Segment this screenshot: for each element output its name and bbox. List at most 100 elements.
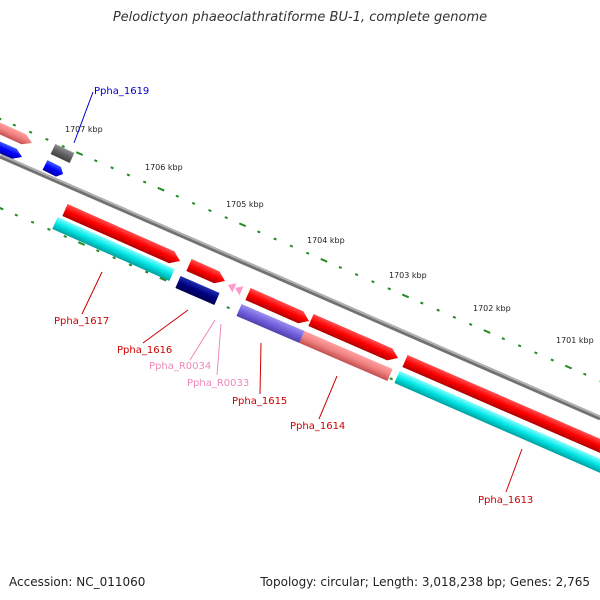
ppha-1613-cyan-block[interactable]	[394, 371, 600, 474]
outer-tick	[28, 130, 33, 134]
ppha-1613-red-arrow[interactable]	[402, 355, 600, 454]
outer-tick	[517, 344, 522, 348]
inner-tick	[112, 256, 116, 260]
map-title: Pelodictyon phaeoclathratiforme BU-1, co…	[112, 10, 488, 25]
inner-tick	[47, 227, 51, 231]
inner-tick	[389, 377, 393, 381]
label-leader-lines	[73, 91, 523, 493]
ppha-r0034-rna-arrow[interactable]	[226, 280, 237, 293]
inner-tick	[0, 205, 4, 211]
ppha-1619-gray-block-shape	[50, 144, 75, 163]
leader-ppha-1615	[259, 342, 262, 395]
outer-tick	[320, 258, 328, 263]
outer-tick	[371, 280, 375, 284]
ppha-1615-red-arrow-shape	[245, 288, 309, 324]
outer-tick	[110, 166, 114, 170]
ppha-1616-red-arrow[interactable]	[186, 259, 227, 287]
outer-tick	[273, 237, 277, 241]
topology-text: Topology: circular; Length: 3,018,238 bp…	[260, 575, 590, 589]
inner-tick	[77, 241, 86, 246]
scale-labels: 1707 kbp 1706 kbp 1705 kbp 1704 kbp 1703…	[65, 125, 594, 345]
ppha-1614-salmon-block[interactable]	[299, 331, 393, 381]
inner-tick	[128, 263, 133, 267]
scale-ticks	[0, 115, 600, 466]
scale-label-1706: 1706 kbp	[145, 163, 183, 172]
inner-tick	[226, 306, 230, 310]
ppha-1615-purple-block[interactable]	[236, 304, 305, 343]
outer-tick	[126, 173, 131, 177]
ppha-1616-navy-block[interactable]	[175, 276, 220, 305]
ppha-1619-blue-arrow-shape	[0, 138, 23, 159]
gene-label-ppha-1616[interactable]: Ppha_1616	[117, 345, 172, 356]
leader-ppha-1613	[505, 448, 523, 493]
outer-tick	[257, 230, 261, 234]
gene-label-ppha-1614[interactable]: Ppha_1614	[290, 421, 345, 432]
leader-ppha-1616	[142, 309, 189, 344]
outer-tick	[224, 216, 228, 220]
outer-tick	[289, 244, 294, 248]
outer-tick	[61, 144, 65, 148]
inner-tick	[30, 220, 35, 224]
scale-label-1701: 1701 kbp	[556, 336, 594, 345]
ppha-1614-red-arrow[interactable]	[308, 314, 400, 364]
ppha-1619-left-arrow-shape	[0, 118, 32, 145]
gene-label-ppha-r0034[interactable]: Ppha_R0034	[149, 361, 211, 372]
ppha-1613-red-arrow-shape	[402, 355, 600, 454]
inner-tick	[14, 213, 19, 217]
ppha-1616-red-arrow-shape	[186, 259, 225, 284]
ppha-1615-red-arrow[interactable]	[245, 288, 311, 327]
outer-tick	[401, 293, 410, 299]
inner-tick	[96, 249, 100, 253]
outer-tick	[208, 209, 212, 213]
outer-tick	[12, 123, 17, 127]
gene-label-ppha-1613[interactable]: Ppha_1613	[478, 495, 533, 506]
ppha-1618-blue-arrow[interactable]	[42, 160, 66, 179]
outer-tick	[175, 194, 180, 198]
outer-tick	[142, 180, 147, 184]
leader-ppha-1617	[81, 271, 103, 315]
ppha-1619-blue-arrow[interactable]	[0, 138, 24, 162]
ppha-1617-red-arrow[interactable]	[62, 204, 182, 267]
ppha-1617-cyan-block-shape	[52, 217, 175, 281]
gene-label-ppha-1615[interactable]: Ppha_1615	[232, 396, 287, 407]
leader-ppha-r0034	[189, 319, 216, 361]
gene-label-ppha-1617[interactable]: Ppha_1617	[54, 316, 109, 327]
outer-tick	[564, 364, 573, 370]
outer-tick	[191, 201, 196, 205]
outer-tick	[550, 358, 554, 362]
outer-tick	[534, 351, 538, 355]
outer-tick	[468, 322, 473, 326]
ppha-1619-left-arrow[interactable]	[0, 118, 34, 148]
ppha-r0033-rna-arrow[interactable]	[233, 283, 244, 296]
inner-tick	[159, 276, 167, 282]
gene-label-ppha-1619[interactable]: Ppha_1619	[94, 86, 149, 97]
accession-text: Accession: NC_011060	[9, 575, 146, 589]
outer-tick	[94, 159, 98, 163]
outer-tick	[436, 308, 440, 312]
leader-ppha-r0033	[216, 323, 222, 376]
outer-tick	[238, 222, 247, 228]
ppha-1614-salmon-block-shape	[299, 331, 393, 381]
leader-ppha-1619	[73, 91, 94, 144]
outer-tick	[483, 329, 491, 334]
outer-tick	[501, 337, 506, 341]
ppha-1617-cyan-block[interactable]	[52, 217, 175, 281]
genome-backbone-shade	[0, 155, 600, 421]
outer-tick	[387, 287, 391, 291]
scale-label-1705: 1705 kbp	[226, 200, 264, 209]
ppha-1618-blue-arrow-shape	[42, 160, 63, 177]
outer-tick	[305, 251, 310, 255]
outer-tick	[157, 186, 165, 192]
ppha-1613-cyan-block-shape	[394, 371, 600, 474]
gene-label-ppha-r0033[interactable]: Ppha_R0033	[187, 378, 249, 389]
ppha-1619-gray-block[interactable]	[50, 144, 75, 163]
scale-label-1702: 1702 kbp	[473, 304, 511, 313]
outer-tick	[0, 115, 2, 121]
inner-tick	[63, 234, 67, 238]
gene-features	[0, 118, 600, 474]
gene-labels: Ppha_1619 Ppha_1617 Ppha_1616 Ppha_R0034…	[54, 86, 533, 506]
outer-tick	[420, 301, 424, 305]
inner-tick	[144, 270, 149, 274]
outer-tick	[75, 151, 84, 156]
